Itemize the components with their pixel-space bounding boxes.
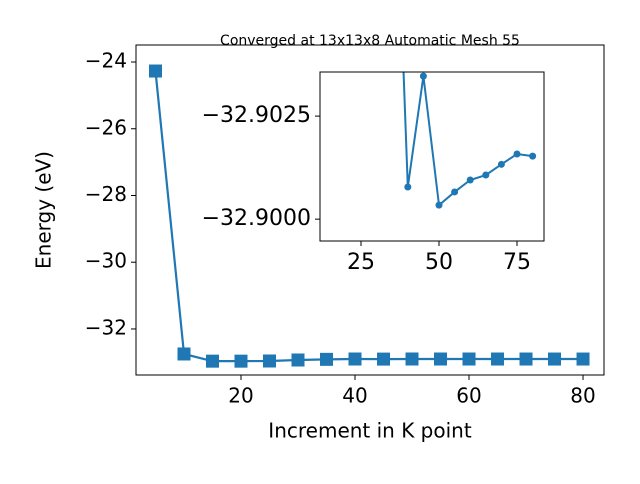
marker: [419, 72, 427, 80]
plot-area: [402, 72, 537, 209]
marker: [466, 176, 474, 184]
y-tick-label: −26: [85, 115, 127, 139]
marker: [519, 352, 533, 366]
x-tick-label: 50: [425, 250, 453, 275]
marker: [348, 352, 362, 366]
axes-frame: [319, 71, 545, 242]
x-tick-label: 40: [342, 384, 367, 408]
marker: [529, 152, 537, 160]
marker: [177, 347, 191, 361]
marker: [263, 354, 277, 368]
y-tick-label: −32.9000: [202, 206, 311, 231]
y-tick-label: −28: [85, 182, 127, 206]
marker: [491, 352, 505, 366]
marker: [205, 354, 219, 368]
marker: [497, 160, 505, 168]
marker: [148, 64, 162, 78]
chart-title: Converged at 13x13x8 Automatic Mesh 55: [220, 33, 520, 49]
series-line: [402, 72, 533, 208]
marker: [404, 183, 412, 191]
marker: [548, 352, 562, 366]
x-tick-label: 25: [347, 250, 375, 275]
marker: [405, 352, 419, 366]
marker: [320, 352, 334, 366]
y-tick-label: −32: [85, 315, 127, 339]
series-line: [154, 70, 584, 363]
x-tick-label: 75: [503, 250, 531, 275]
marker: [291, 353, 305, 367]
axes-frame: [135, 44, 605, 376]
marker: [462, 352, 476, 366]
x-tick-label: 20: [228, 384, 253, 408]
y-tick-label: −24: [85, 49, 127, 73]
x-axis-label: Increment in K point: [268, 419, 472, 443]
marker: [451, 188, 459, 196]
marker: [234, 354, 248, 368]
y-tick-label: −30: [85, 249, 127, 273]
x-tick-label: 60: [456, 384, 481, 408]
y-axis-label: Energy (eV): [32, 151, 56, 269]
y-tick-label: −32.9025: [202, 103, 311, 128]
inset-background: [320, 72, 544, 241]
marker: [482, 171, 490, 179]
marker: [434, 352, 448, 366]
marker: [513, 150, 521, 158]
marker: [377, 352, 391, 366]
x-tick-label: 80: [570, 384, 595, 408]
marker: [435, 201, 443, 209]
marker: [576, 352, 590, 366]
plot-area: [148, 64, 590, 368]
